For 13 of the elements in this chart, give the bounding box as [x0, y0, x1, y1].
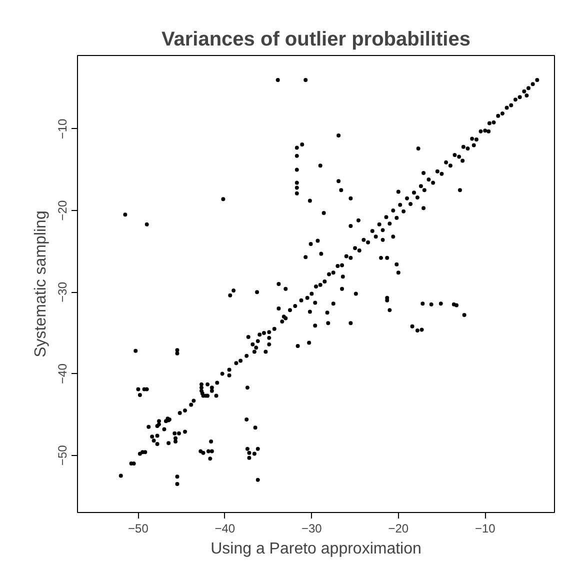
x-axis-title: Using a Pareto approximation [210, 540, 422, 558]
y-tick-label: −10 [56, 118, 70, 140]
x-tick-label: −40 [214, 522, 236, 536]
y-tick-label: −20 [56, 200, 70, 221]
x-tick-label: −10 [474, 522, 496, 536]
y-tick-label: −30 [56, 282, 70, 302]
y-tick-label: −50 [56, 444, 70, 466]
chart-title: Variances of outlier probabilities [162, 28, 470, 50]
y-axis-title: Systematic sampling [32, 210, 50, 358]
y-tick-label: −40 [56, 363, 70, 384]
x-tick-label: −30 [301, 522, 322, 536]
x-tick-label: −20 [388, 522, 409, 536]
x-tick-label: −50 [128, 522, 149, 536]
